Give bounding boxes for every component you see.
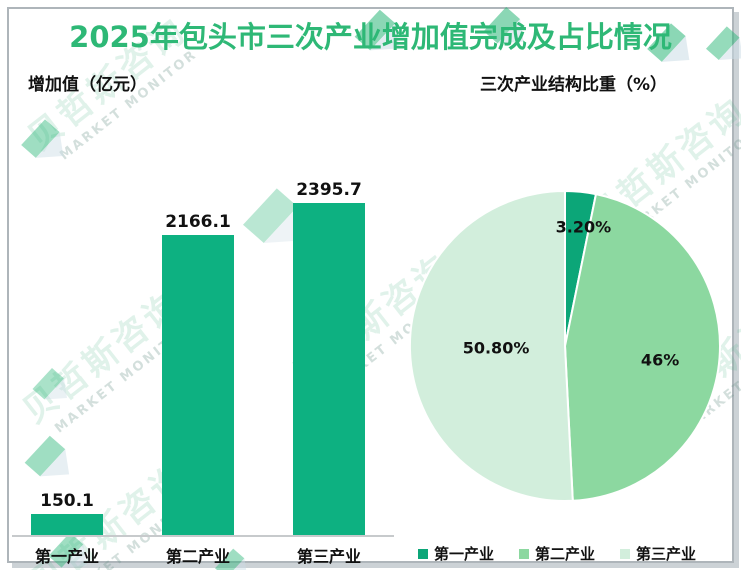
- pie-chart-axis-title: 三次产业结构比重（%）: [480, 75, 668, 95]
- legend-item-第三产业: 第三产业: [620, 543, 696, 564]
- watermark-logo-icon: [24, 435, 70, 477]
- pie-chart: [408, 189, 721, 502]
- watermark-logo-icon: [647, 23, 690, 62]
- pie-slice-第三产业: [408, 190, 574, 502]
- legend-swatch-icon: [519, 548, 530, 559]
- watermark-logo-icon: [21, 119, 64, 158]
- bar-第二产业: [162, 235, 234, 535]
- watermark-logo-icon: [32, 368, 67, 400]
- bar-value-label: 2166.1: [165, 212, 231, 232]
- legend-label: 第二产业: [535, 545, 596, 563]
- pie-slice-label: 46%: [640, 350, 680, 370]
- x-axis-label: 第三产业: [296, 547, 361, 566]
- bar-value-label: 2395.7: [296, 180, 362, 200]
- pie-slice-第二产业: [564, 193, 721, 502]
- legend-swatch-icon: [620, 548, 631, 559]
- bar-第三产业: [293, 203, 365, 535]
- watermark-logo-icon: [706, 26, 741, 60]
- legend-item-第一产业: 第一产业: [418, 543, 494, 564]
- x-axis-label: 第二产业: [165, 547, 230, 566]
- watermark-logo-icon: [483, 6, 524, 44]
- bar-chart-x-axis-line: [12, 535, 394, 537]
- pie-slice-label: 50.80%: [462, 338, 530, 358]
- legend-label: 第三产业: [636, 545, 697, 563]
- chart-title: 2025年包头市三次产业增加值完成及占比情况: [69, 20, 672, 54]
- watermark-logo-icon: [354, 9, 400, 51]
- pie-chart-legend: 第一产业 第二产业 第三产业: [418, 543, 718, 564]
- pie-slice-label: 3.20%: [555, 217, 612, 236]
- legend-item-第二产业: 第二产业: [519, 543, 595, 564]
- legend-swatch-icon: [418, 548, 428, 559]
- bar-value-label: 150.1: [40, 491, 94, 511]
- x-axis-label: 第一产业: [34, 547, 99, 566]
- bar-chart-axis-title: 增加值（亿元）: [28, 75, 147, 95]
- bar-第一产业: [31, 514, 103, 535]
- legend-label: 第一产业: [434, 545, 495, 563]
